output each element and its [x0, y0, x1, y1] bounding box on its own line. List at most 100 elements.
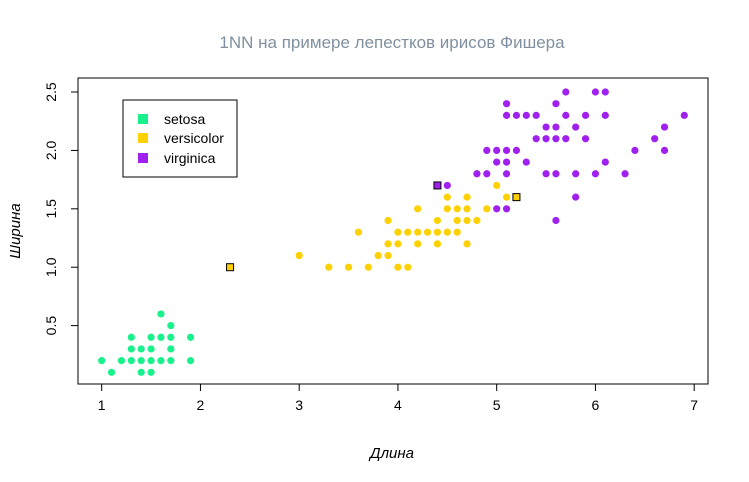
point-setosa	[147, 333, 155, 341]
plot-frame	[77, 77, 709, 385]
point-versicolor	[453, 228, 461, 236]
point-versicolor	[404, 263, 412, 271]
point-virginica	[502, 158, 511, 166]
point-virginica	[621, 170, 629, 178]
x-tick-label: 4	[394, 397, 402, 413]
legend-swatch-virginica	[138, 153, 148, 163]
point-versicolor	[443, 193, 451, 201]
point-virginica	[552, 135, 560, 143]
point-virginica	[572, 193, 580, 201]
point-virginica	[552, 100, 560, 108]
point-virginica	[572, 170, 580, 178]
legend-label-versicolor: versicolor	[164, 130, 224, 146]
x-tick-label: 5	[493, 397, 501, 413]
point-versicolor	[433, 216, 442, 225]
point-setosa	[167, 357, 175, 365]
point-versicolor	[295, 251, 303, 260]
legend-swatch-setosa	[138, 114, 148, 124]
y-axis: 0.5 1.0 1.5 2.0 2.5	[43, 82, 78, 335]
point-virginica	[660, 146, 669, 155]
point-virginica	[522, 111, 530, 119]
point-virginica	[562, 88, 570, 96]
point-virginica	[532, 111, 540, 119]
point-virginica	[581, 135, 590, 143]
point-virginica	[532, 135, 540, 143]
point-setosa	[157, 357, 165, 365]
point-virginica	[443, 181, 451, 190]
y-tick-label: 2.0	[43, 140, 59, 160]
point-versicolor	[453, 216, 461, 225]
legend-swatch-versicolor	[138, 133, 148, 143]
point-versicolor	[404, 228, 412, 236]
point-setosa	[127, 333, 135, 341]
point-setosa	[186, 357, 195, 365]
point-versicolor	[394, 240, 402, 248]
point-setosa	[167, 345, 175, 353]
x-tick-label: 2	[197, 397, 205, 413]
point-setosa	[157, 310, 165, 318]
point-virginica	[522, 158, 530, 166]
point-versicolor	[433, 240, 442, 248]
point-virginica	[512, 111, 521, 119]
y-tick-label: 1.0	[43, 257, 59, 277]
legend-box	[122, 99, 238, 178]
point-virginica	[542, 135, 550, 143]
point-versicolor	[443, 228, 451, 236]
point-setosa	[186, 333, 195, 341]
point-virginica	[552, 170, 560, 178]
point-setosa	[157, 333, 165, 341]
point-versicolor	[414, 240, 422, 248]
point-versicolor	[433, 228, 442, 236]
point-setosa	[127, 345, 135, 353]
point-versicolor	[423, 228, 432, 236]
point-virginica	[552, 123, 560, 131]
point-versicolor	[354, 228, 363, 236]
point-versicolor	[374, 251, 382, 260]
legend-label-virginica: virginica	[164, 150, 216, 166]
point-setosa	[117, 357, 126, 365]
point-virginica	[591, 170, 600, 178]
point-virginica	[502, 205, 511, 213]
point-virginica	[502, 170, 511, 178]
point-virginica	[631, 146, 639, 155]
point-versicolor	[473, 216, 481, 225]
point-setosa	[167, 322, 175, 330]
point-virginica	[601, 111, 609, 119]
y-tick-label: 2.5	[43, 82, 59, 102]
point-virginica	[552, 216, 560, 225]
data-points	[98, 88, 688, 376]
legend: setosa versicolor virginica	[122, 99, 238, 178]
point-setosa	[147, 345, 155, 353]
point-virginica	[651, 135, 659, 143]
highlighted-point-versicolor	[512, 193, 521, 202]
point-versicolor	[414, 205, 422, 213]
point-virginica	[483, 170, 491, 178]
point-virginica	[601, 158, 609, 166]
point-setosa	[147, 368, 155, 376]
point-setosa	[98, 357, 106, 365]
point-versicolor	[364, 263, 372, 271]
point-virginica	[473, 170, 481, 178]
point-versicolor	[463, 240, 471, 248]
x-tick-label: 6	[592, 397, 600, 413]
point-versicolor	[325, 263, 333, 271]
point-virginica	[483, 146, 491, 155]
point-setosa	[127, 357, 135, 365]
point-virginica	[493, 146, 501, 155]
point-virginica	[542, 123, 550, 131]
highlighted-points	[226, 181, 521, 272]
point-virginica	[572, 123, 580, 131]
chart-title: 1NN на примере лепестков ирисов Фишера	[219, 33, 565, 52]
point-versicolor	[414, 228, 422, 236]
point-virginica	[502, 146, 511, 155]
point-virginica	[562, 111, 570, 119]
point-virginica	[562, 135, 570, 143]
point-versicolor	[493, 181, 501, 190]
highlighted-point-virginica	[433, 181, 442, 190]
x-tick-label: 7	[690, 397, 698, 413]
point-virginica	[680, 111, 688, 119]
point-setosa	[147, 357, 155, 365]
point-setosa	[107, 368, 116, 376]
point-versicolor	[453, 205, 461, 213]
